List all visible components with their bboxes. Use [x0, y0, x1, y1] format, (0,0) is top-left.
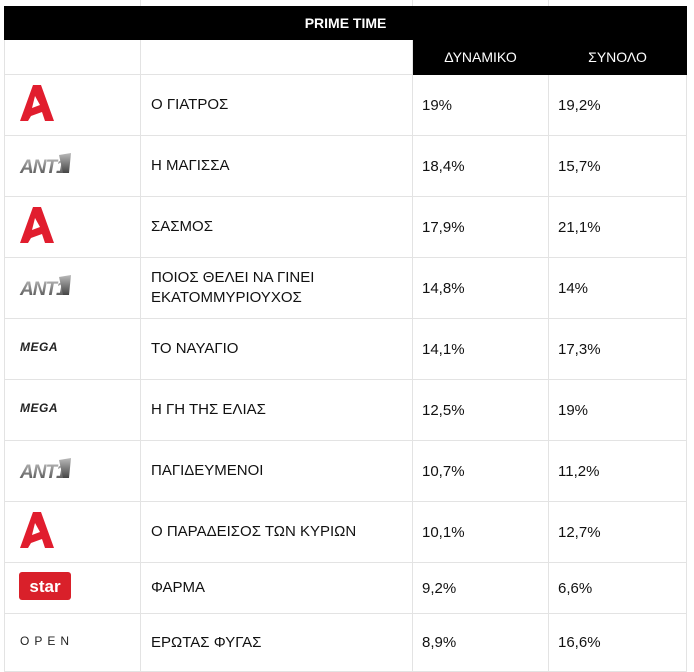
total-value: 19,2%	[547, 74, 688, 136]
table-row: Ο ΓΙΑΤΡΟΣ 19% 19,2%	[4, 74, 688, 136]
mega-logo-icon: MEGA	[4, 318, 141, 380]
ant1-logo-text: ANT1	[19, 157, 66, 177]
total-value: 16,6%	[547, 613, 688, 672]
dynamic-value: 12,5%	[412, 379, 549, 441]
total-value: 15,7%	[547, 135, 688, 197]
total-value: 6,6%	[547, 562, 688, 614]
ant1-logo-icon: ANT1	[4, 440, 141, 502]
show-title: ΕΡΩΤΑΣ ΦΥΓΑΣ	[140, 613, 413, 672]
dynamic-value: 18,4%	[412, 135, 549, 197]
table-title: PRIME TIME	[3, 6, 688, 40]
show-title: Η ΓΗ ΤΗΣ ΕΛΙΑΣ	[140, 379, 413, 441]
ant1-logo-text: ANT1	[19, 462, 66, 482]
dynamic-value: 14,1%	[412, 318, 549, 380]
svg-text:MEGA: MEGA	[20, 401, 58, 415]
header-dynamic: ΔΥΝΑΜΙΚΟ	[412, 39, 549, 75]
show-title: Ο ΠΑΡΑΔΕΙΣΟΣ ΤΩΝ ΚΥΡΙΩΝ	[140, 501, 413, 563]
show-title: ΦΑΡΜΑ	[140, 562, 413, 614]
total-value: 12,7%	[547, 501, 688, 563]
star-logo-icon: star	[4, 562, 141, 614]
dynamic-value: 19%	[412, 74, 549, 136]
svg-text:OPEN: OPEN	[20, 634, 74, 648]
total-value: 14%	[547, 257, 688, 319]
alpha-logo-icon	[4, 196, 141, 258]
alpha-logo-icon	[4, 74, 141, 136]
dynamic-value: 17,9%	[412, 196, 549, 258]
show-title: ΤΟ ΝΑΥΑΓΙΟ	[140, 318, 413, 380]
table-row: ANT1 Η ΜΑΓΙΣΣΑ 18,4% 15,7%	[4, 135, 688, 197]
show-title: ΣΑΣΜΟΣ	[140, 196, 413, 258]
table-row: OPEN ΕΡΩΤΑΣ ΦΥΓΑΣ 8,9% 16,6%	[4, 613, 688, 672]
alpha-logo-icon	[4, 501, 141, 563]
dynamic-value: 14,8%	[412, 257, 549, 319]
dynamic-value: 9,2%	[412, 562, 549, 614]
ant1-logo-icon: ANT1	[4, 135, 141, 197]
header-show	[140, 39, 413, 75]
ant1-logo-icon: ANT1	[4, 257, 141, 319]
table-row: ANT1 ΠΑΓΙΔΕΥΜΕΝΟΙ 10,7% 11,2%	[4, 440, 688, 502]
show-title: ΠΟΙΟΣ ΘΕΛΕΙ ΝΑ ΓΙΝΕΙ ΕΚΑΤΟΜΜΥΡΙΟΥΧΟΣ	[140, 257, 413, 319]
total-value: 19%	[547, 379, 688, 441]
table-row: MEGA Η ΓΗ ΤΗΣ ΕΛΙΑΣ 12,5% 19%	[4, 379, 688, 441]
top-divider	[0, 0, 694, 6]
open-logo-icon: OPEN	[4, 613, 141, 672]
total-value: 21,1%	[547, 196, 688, 258]
svg-text:star: star	[29, 577, 61, 596]
svg-text:MEGA: MEGA	[20, 340, 58, 354]
show-title: Η ΜΑΓΙΣΣΑ	[140, 135, 413, 197]
header-channel	[4, 39, 141, 75]
ratings-table: PRIME TIME ΔΥΝΑΜΙΚΟ ΣΥΝΟΛΟ Ο ΓΙΑΤΡΟΣ 19% 1…	[3, 6, 688, 672]
show-title: Ο ΓΙΑΤΡΟΣ	[140, 74, 413, 136]
mega-logo-icon: MEGA	[4, 379, 141, 441]
table-row: star ΦΑΡΜΑ 9,2% 6,6%	[4, 562, 688, 614]
total-value: 17,3%	[547, 318, 688, 380]
dynamic-value: 8,9%	[412, 613, 549, 672]
table-row: MEGA ΤΟ ΝΑΥΑΓΙΟ 14,1% 17,3%	[4, 318, 688, 380]
table-row: ΣΑΣΜΟΣ 17,9% 21,1%	[4, 196, 688, 258]
show-title: ΠΑΓΙΔΕΥΜΕΝΟΙ	[140, 440, 413, 502]
dynamic-value: 10,7%	[412, 440, 549, 502]
table-row: ANT1 ΠΟΙΟΣ ΘΕΛΕΙ ΝΑ ΓΙΝΕΙ ΕΚΑΤΟΜΜΥΡΙΟΥΧΟΣ…	[4, 257, 688, 319]
total-value: 11,2%	[547, 440, 688, 502]
table-row: Ο ΠΑΡΑΔΕΙΣΟΣ ΤΩΝ ΚΥΡΙΩΝ 10,1% 12,7%	[4, 501, 688, 563]
dynamic-value: 10,1%	[412, 501, 549, 563]
header-total: ΣΥΝΟΛΟ	[547, 39, 688, 75]
ant1-logo-text: ANT1	[19, 279, 66, 299]
